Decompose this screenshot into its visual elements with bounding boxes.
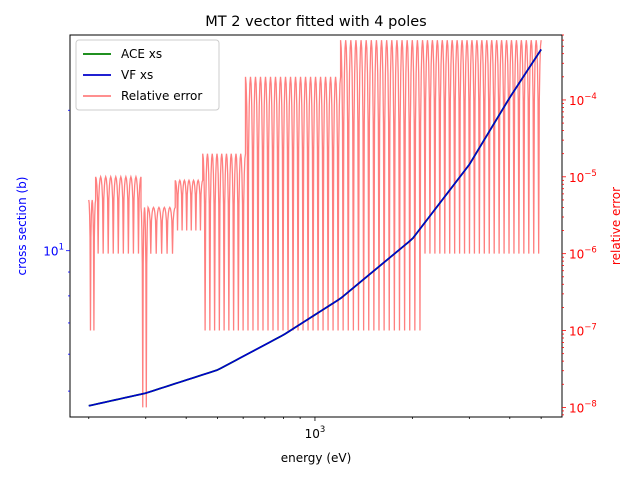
legend-label-vf-xs: VF xs [121,68,153,82]
plot-frame [69,34,563,418]
legend: ACE xs VF xs Relative error [75,39,220,111]
chart-title: MT 2 vector fitted with 4 poles [205,14,426,30]
x-tick-label: 103 [305,425,326,441]
x-axis-label: energy (eV) [281,451,352,465]
y-right-tick-label: 10−6 [569,246,597,262]
legend-label-ace-xs: ACE xs [121,47,162,61]
legend-box [75,39,220,111]
y-right-tick-label: 10−7 [569,323,597,339]
y-right-tick-label: 10−5 [569,169,597,185]
series-line-vf-xs [88,49,542,407]
y-axis-label-right: relative error [609,187,623,265]
y-left-tick-label: 101 [43,243,64,259]
y-right-tick-label: 10−4 [569,92,597,108]
y-right-tick-label: 10−8 [569,399,597,415]
legend-label-relative-error: Relative error [121,89,202,103]
axis-ticks: 103 101 10−8 10−7 10−6 10−5 10−4 [43,34,597,441]
series-line-relative-error [88,40,542,408]
plot-area [88,40,542,408]
y-axis-label-left: cross section (b) [15,177,29,276]
